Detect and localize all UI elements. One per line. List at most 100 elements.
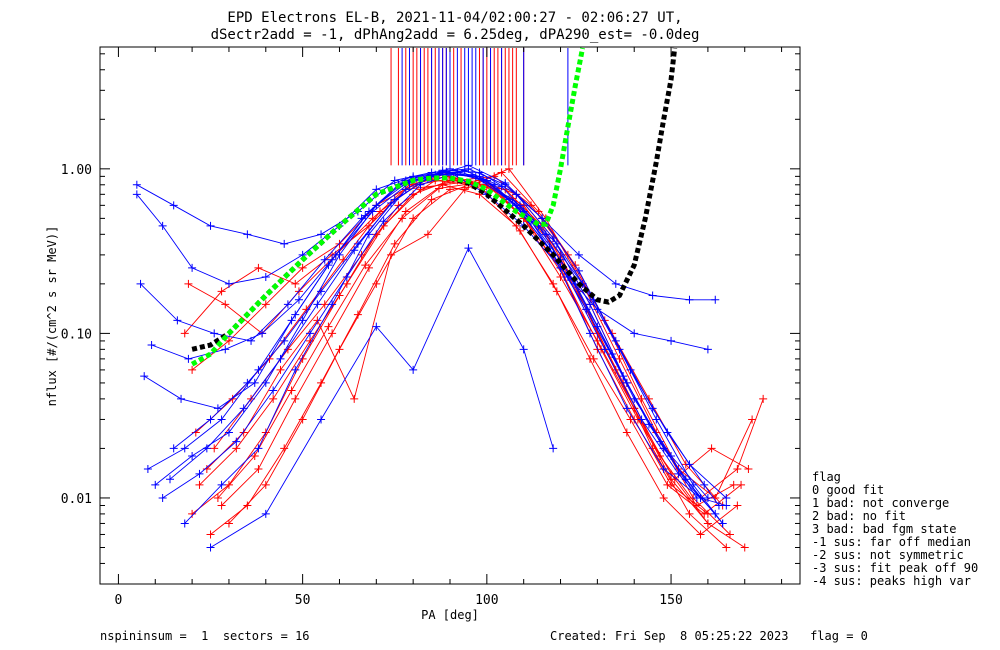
blue-plus-marker	[317, 287, 326, 296]
blue-plus-marker	[177, 394, 186, 403]
blue-plus-marker	[586, 329, 594, 338]
red-plus-marker	[188, 365, 197, 374]
red-plus-marker	[409, 214, 418, 223]
legend-entry: -3 sus: fit peak off 90	[812, 561, 978, 575]
red-plus-marker	[615, 354, 624, 363]
red-plus-marker	[361, 261, 370, 270]
red-plus-marker	[401, 207, 410, 216]
chart-title: EPD Electrons EL-B, 2021-11-04/02:00:27 …	[227, 10, 682, 26]
red-plus-marker	[184, 279, 193, 288]
red-plus-marker	[243, 501, 252, 510]
blue-plus-marker	[372, 322, 381, 331]
red-plus-marker	[744, 464, 753, 473]
blue-plus-marker	[180, 444, 189, 453]
blue-plus-marker	[317, 230, 326, 239]
blue-plus-marker	[460, 166, 469, 175]
blue-plus-marker	[324, 261, 333, 270]
red-plus-marker	[692, 501, 701, 510]
legend: flag 0 good fit 1 bad: not converge 2 ba…	[812, 470, 978, 588]
blue-plus-marker	[261, 273, 270, 282]
red-plus-marker	[372, 279, 381, 288]
red-plus-marker	[213, 493, 222, 502]
blue-plus-marker	[401, 185, 410, 194]
red-plus-marker	[298, 415, 307, 424]
blue-plus-marker	[136, 279, 145, 288]
blue-plus-marker	[519, 345, 528, 354]
blue-plus-marker	[574, 250, 583, 259]
red-plus-marker	[733, 464, 742, 473]
blue-plus-marker	[151, 480, 160, 489]
blue-plus-marker	[648, 291, 657, 300]
red-plus-marker	[748, 415, 757, 424]
blue-plus-marker	[692, 493, 701, 502]
red-plus-marker	[696, 530, 705, 539]
blue-plus-marker	[387, 198, 396, 207]
red-plus-marker	[324, 322, 333, 331]
blue-plus-marker	[501, 179, 510, 188]
red-plus-marker	[269, 394, 278, 403]
red-plus-marker	[663, 480, 672, 489]
blue-plus-marker	[538, 214, 547, 223]
red-plus-marker	[733, 501, 742, 510]
red-plus-marker	[549, 279, 558, 288]
blue-plus-marker	[328, 300, 337, 309]
chart-subtitle: dSectr2add = -1, dPhAng2add = 6.25deg, d…	[211, 27, 700, 43]
blue-plus-marker	[210, 329, 219, 338]
red-plus-marker	[342, 279, 351, 288]
red-plus-marker	[434, 184, 443, 193]
blue-plus-marker	[464, 244, 473, 253]
red-plus-marker	[737, 480, 746, 489]
blue-plus-marker	[269, 386, 278, 395]
blue-plus-marker	[586, 300, 594, 309]
blue-series-line	[210, 247, 554, 548]
red-plus-marker	[291, 279, 300, 288]
blue-plus-marker	[681, 475, 690, 484]
blue-plus-marker	[232, 437, 241, 446]
blue-plus-marker	[663, 428, 672, 437]
red-plus-marker	[394, 201, 403, 210]
red-plus-marker	[722, 543, 731, 552]
blue-series-line	[162, 172, 716, 515]
red-plus-marker	[239, 428, 248, 437]
red-plus-marker	[512, 221, 521, 230]
y-tick-label: 1.00	[61, 163, 92, 178]
blue-plus-marker	[280, 239, 289, 248]
blue-plus-marker	[158, 221, 167, 230]
red-plus-marker	[589, 354, 598, 363]
blue-plus-marker	[409, 365, 418, 374]
x-tick-label: 100	[475, 593, 498, 608]
blue-plus-marker	[516, 201, 524, 210]
blue-plus-marker	[132, 190, 141, 199]
blue-plus-marker	[637, 415, 646, 424]
blue-plus-marker	[464, 161, 473, 170]
blue-plus-marker	[202, 444, 211, 453]
red-plus-marker	[497, 168, 506, 177]
blue-plus-marker	[195, 469, 204, 478]
red-plus-marker	[298, 263, 307, 272]
blue-plus-marker	[261, 509, 270, 518]
blue-plus-marker	[497, 182, 506, 191]
red-plus-marker	[313, 316, 322, 325]
blue-plus-marker	[703, 345, 712, 354]
blue-plus-marker	[700, 480, 709, 489]
green-fit-curve	[190, 47, 586, 367]
blue-series-line	[169, 169, 723, 524]
red-plus-marker	[291, 394, 300, 403]
legend-entry: 3 bad: bad fgm state	[812, 522, 957, 536]
blue-plus-marker	[258, 329, 267, 338]
blue-plus-marker	[147, 341, 156, 350]
blue-plus-marker	[552, 239, 561, 248]
red-plus-marker	[460, 185, 469, 194]
blue-plus-marker	[224, 279, 233, 288]
red-plus-marker	[729, 480, 738, 489]
blue-plus-marker	[250, 378, 259, 387]
blue-series-line	[151, 171, 720, 506]
blue-plus-marker	[608, 349, 617, 358]
red-plus-marker	[180, 329, 189, 338]
red-plus-marker	[423, 230, 432, 239]
red-plus-marker	[390, 239, 399, 248]
blue-plus-marker	[622, 404, 631, 413]
blue-plus-marker	[169, 201, 178, 210]
red-plus-marker	[320, 300, 329, 309]
